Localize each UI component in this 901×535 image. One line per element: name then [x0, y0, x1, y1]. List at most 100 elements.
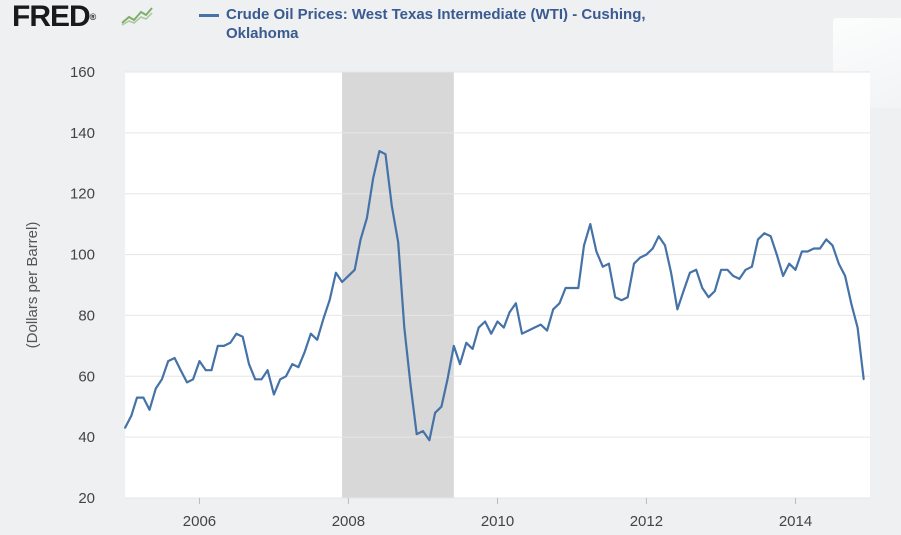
data-point — [502, 326, 505, 329]
chart-header: FRED® Crude Oil Prices: West Texas Inter… — [0, 0, 901, 60]
data-point — [514, 302, 517, 305]
data-point — [161, 378, 163, 381]
data-point — [316, 338, 319, 341]
data-point — [297, 366, 300, 369]
series-line — [124, 150, 865, 442]
data-point — [726, 268, 729, 271]
data-point — [309, 332, 312, 335]
trend-line-icon — [120, 5, 154, 27]
data-point — [446, 378, 449, 381]
data-point — [819, 247, 821, 250]
data-point — [303, 351, 306, 353]
data-point — [763, 232, 766, 235]
y-axis: 20 40 60 80 100 120 140 160 — [70, 64, 95, 507]
data-point — [403, 326, 406, 329]
data-point — [384, 153, 387, 156]
data-point — [154, 387, 157, 390]
x-tick-label: 2010 — [481, 513, 514, 530]
data-point — [775, 253, 778, 256]
data-point — [577, 287, 580, 289]
data-point — [862, 378, 865, 381]
data-point — [428, 439, 431, 442]
y-tick-label: 40 — [78, 429, 95, 446]
y-tick-label: 20 — [78, 490, 95, 507]
data-point — [583, 244, 585, 247]
data-point — [477, 326, 480, 329]
data-point — [124, 427, 126, 429]
data-point — [651, 247, 654, 250]
data-point — [366, 217, 368, 219]
recession-band — [342, 72, 454, 498]
data-point — [757, 238, 759, 241]
y-tick-label: 140 — [70, 125, 95, 142]
data-point — [800, 250, 803, 253]
data-point — [210, 369, 213, 372]
data-point — [688, 271, 691, 274]
data-point — [695, 268, 698, 271]
data-point — [415, 433, 418, 435]
data-point — [223, 344, 225, 347]
data-point — [372, 177, 374, 180]
y-axis-label: (Dollars per Barrel) — [24, 222, 41, 349]
logo-text: FRED — [12, 0, 91, 33]
data-point — [825, 238, 828, 241]
data-point — [142, 396, 145, 399]
data-point — [713, 290, 716, 292]
data-point — [353, 268, 356, 271]
data-point — [707, 296, 710, 299]
data-point — [670, 271, 673, 274]
data-point — [173, 357, 176, 359]
data-point — [595, 250, 598, 253]
data-point — [732, 274, 735, 277]
plot-background — [125, 72, 870, 498]
data-point — [465, 341, 468, 344]
data-point — [633, 262, 635, 265]
data-point — [229, 341, 232, 344]
data-point — [397, 241, 400, 244]
data-point — [422, 430, 424, 432]
data-point — [837, 262, 840, 265]
data-point — [459, 363, 461, 366]
data-point — [130, 414, 133, 417]
data-point — [794, 268, 797, 271]
data-point — [701, 287, 704, 289]
title-line-2: Oklahoma — [226, 25, 299, 42]
data-point — [496, 320, 499, 323]
data-point — [390, 204, 393, 207]
data-point — [434, 411, 436, 414]
data-point — [322, 317, 325, 320]
data-point — [527, 329, 530, 332]
data-point — [850, 302, 853, 305]
data-point — [167, 360, 170, 362]
y-tick-label: 160 — [70, 64, 95, 81]
data-point — [626, 296, 629, 299]
plot-area — [124, 71, 870, 499]
data-point — [484, 320, 486, 323]
data-point — [720, 268, 722, 271]
data-point — [347, 274, 350, 277]
fred-logo[interactable]: FRED® — [12, 0, 96, 34]
data-point — [254, 378, 257, 381]
data-point — [533, 326, 536, 329]
data-point — [335, 271, 337, 274]
data-point — [521, 332, 523, 335]
data-point — [806, 250, 809, 253]
data-point — [148, 408, 151, 411]
data-point — [744, 268, 747, 271]
data-point — [273, 393, 275, 396]
data-point — [564, 287, 567, 289]
data-point — [471, 348, 474, 350]
data-point — [813, 247, 815, 250]
data-point — [856, 326, 859, 329]
y-tick-label: 60 — [78, 368, 95, 385]
x-axis: 2006 2008 2010 2012 2014 — [183, 498, 812, 530]
data-point — [676, 308, 679, 311]
data-point — [198, 360, 201, 362]
data-point — [601, 265, 604, 268]
data-point — [620, 299, 623, 302]
data-point — [738, 278, 741, 280]
data-point — [682, 290, 685, 292]
data-point — [589, 223, 592, 226]
x-tick-label: 2014 — [779, 513, 812, 530]
legend-series-swatch — [199, 14, 219, 17]
